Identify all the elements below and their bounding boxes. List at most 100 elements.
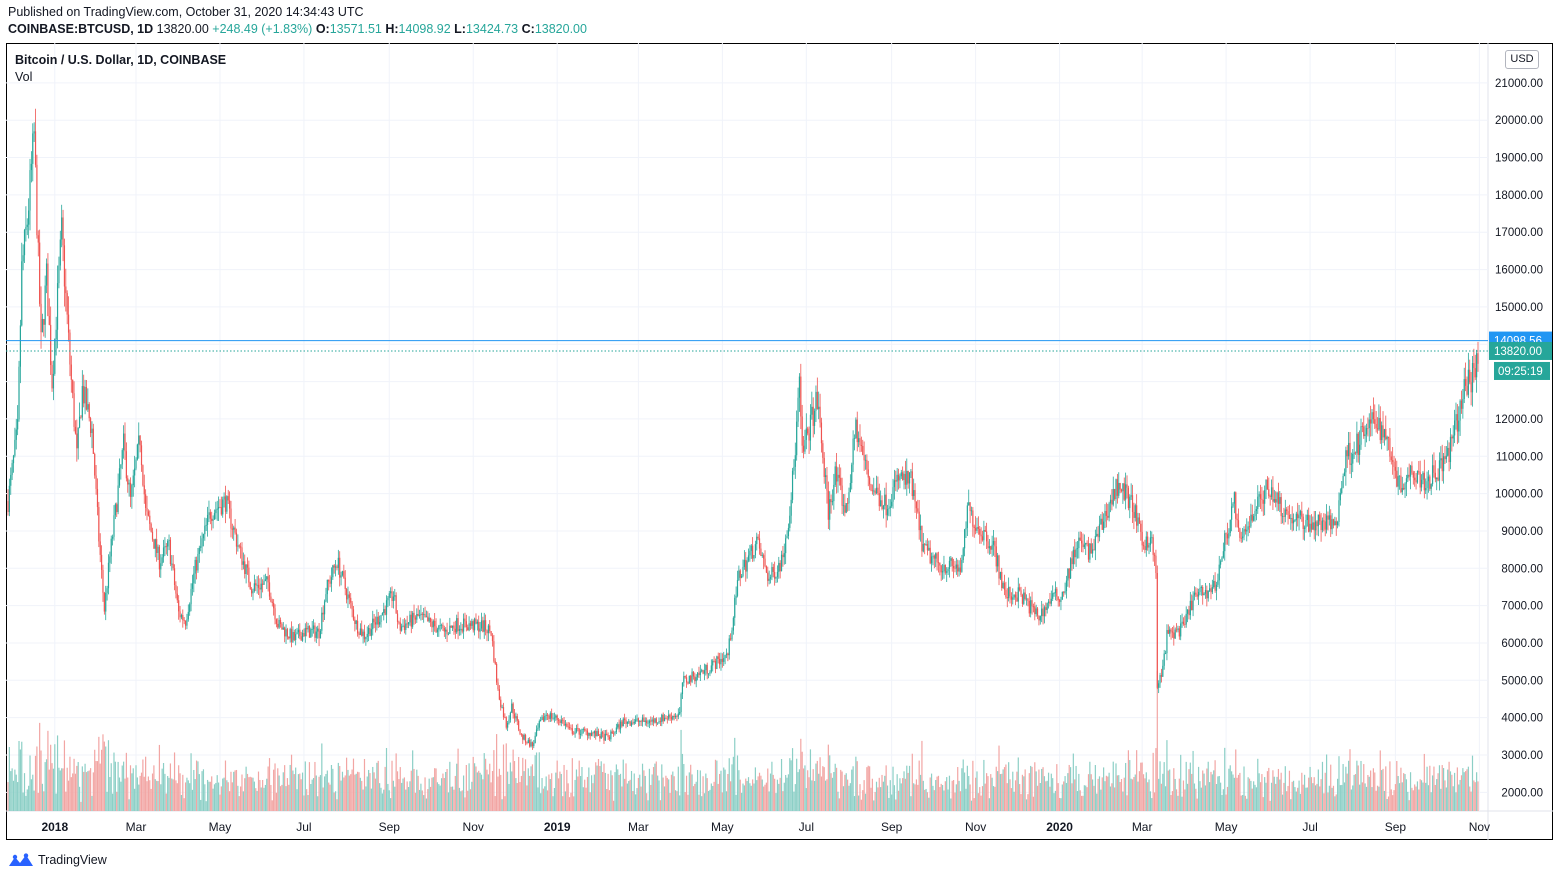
candle-body bbox=[1202, 586, 1204, 596]
candle-body bbox=[339, 557, 341, 578]
volume-bar bbox=[439, 785, 441, 811]
candle-body bbox=[509, 712, 511, 720]
volume-bar bbox=[303, 795, 305, 811]
volume-bar bbox=[749, 783, 751, 811]
candle-body bbox=[511, 703, 513, 713]
candle-body bbox=[107, 562, 110, 589]
volume-bar bbox=[1436, 779, 1438, 811]
candle-body bbox=[390, 591, 392, 594]
volume-bar bbox=[468, 763, 470, 811]
volume-bar bbox=[962, 759, 964, 811]
candle-body bbox=[1268, 489, 1270, 497]
candle-body bbox=[1353, 452, 1355, 455]
volume-bar bbox=[648, 768, 651, 811]
candle-body bbox=[994, 541, 996, 547]
volume-bar bbox=[387, 783, 389, 811]
candle-body bbox=[527, 739, 529, 744]
volume-bar bbox=[301, 772, 304, 811]
time-tick-label: Jul bbox=[296, 820, 311, 834]
price-tick-label: 21000.00 bbox=[1495, 78, 1543, 90]
candle-body bbox=[648, 720, 651, 724]
volume-bar bbox=[1100, 789, 1102, 811]
volume-bar bbox=[1420, 780, 1423, 811]
volume-bar bbox=[145, 756, 147, 811]
volume-bar bbox=[451, 786, 454, 811]
volume-bar bbox=[1268, 767, 1270, 811]
volume-bar bbox=[628, 781, 630, 811]
candle-body bbox=[431, 621, 433, 628]
candle-body bbox=[175, 584, 177, 594]
volume-bar bbox=[752, 779, 754, 811]
volume-bar bbox=[72, 773, 74, 811]
volume-bar bbox=[763, 786, 765, 811]
candle-body bbox=[1254, 510, 1256, 517]
volume-bar bbox=[881, 774, 883, 811]
volume-bar bbox=[515, 778, 517, 811]
volume-bar bbox=[1158, 778, 1160, 811]
price-badge bbox=[1489, 341, 1552, 360]
candle-body bbox=[1243, 529, 1245, 537]
candle-body bbox=[180, 615, 183, 618]
volume-bar bbox=[1442, 768, 1445, 811]
candle-body bbox=[628, 721, 630, 723]
volume-bar bbox=[1295, 791, 1297, 811]
volume-bar bbox=[1320, 779, 1322, 811]
price-axis[interactable]: 2000.003000.004000.005000.006000.007000.… bbox=[1495, 78, 1543, 799]
candle-body bbox=[216, 508, 218, 510]
candle-body bbox=[365, 637, 367, 640]
volume-bar bbox=[1120, 779, 1123, 811]
candle-body bbox=[1471, 363, 1474, 393]
candle-body bbox=[52, 373, 55, 389]
candle-body bbox=[212, 519, 214, 521]
candle-body bbox=[1094, 536, 1096, 551]
volume-bar bbox=[1032, 796, 1035, 811]
volume-bar bbox=[765, 782, 767, 811]
volume-bar bbox=[44, 762, 46, 811]
candle-body bbox=[676, 716, 678, 717]
candle-body bbox=[257, 584, 260, 588]
volume-bar bbox=[1107, 776, 1109, 811]
candle-body bbox=[823, 457, 825, 478]
low-label: L: bbox=[454, 22, 466, 36]
candle-body bbox=[588, 732, 590, 736]
candle-body bbox=[138, 435, 140, 445]
currency-button[interactable]: USD bbox=[1505, 50, 1539, 69]
volume-bar bbox=[908, 765, 911, 811]
volume-bar bbox=[52, 768, 55, 811]
volume-bar bbox=[800, 738, 802, 811]
volume-bar bbox=[100, 749, 103, 811]
candle-body bbox=[171, 563, 173, 565]
candle-body bbox=[1398, 475, 1401, 477]
candle-body bbox=[812, 406, 814, 426]
candle-body bbox=[22, 255, 24, 262]
volume-bar bbox=[767, 768, 769, 811]
volume-bar bbox=[76, 765, 78, 811]
candle-body bbox=[786, 536, 788, 539]
volume-bar bbox=[237, 785, 239, 811]
candle-body bbox=[753, 555, 755, 559]
candle-body bbox=[692, 671, 695, 677]
candle-body bbox=[376, 616, 378, 625]
volume-bar bbox=[118, 777, 121, 811]
volume-bar bbox=[1243, 766, 1245, 811]
volume-bar bbox=[1393, 790, 1395, 811]
candle-body bbox=[209, 512, 211, 519]
candle-body bbox=[947, 568, 949, 572]
volume-bar bbox=[783, 782, 785, 811]
candle-body bbox=[650, 720, 652, 722]
time-tick-label: May bbox=[209, 820, 232, 834]
candle-body bbox=[1454, 420, 1456, 436]
volume-bar bbox=[574, 779, 576, 811]
time-axis[interactable]: 2018 Mar May Jul Sep Nov 2019 Mar May Jul Sep Nov 20… bbox=[41, 820, 1490, 834]
volume-bar bbox=[498, 768, 500, 811]
volume-bar bbox=[607, 773, 609, 811]
series-legend-title: Bitcoin / U.S. Dollar, 1D, COINBASE bbox=[15, 53, 227, 67]
volume-bar bbox=[1017, 757, 1019, 811]
tradingview-brand[interactable]: TradingView bbox=[38, 853, 107, 867]
candle-body bbox=[546, 714, 549, 716]
volume-bar bbox=[875, 781, 878, 811]
candle-body bbox=[1292, 520, 1295, 524]
volume-bar bbox=[396, 771, 399, 811]
candle-body bbox=[1250, 514, 1252, 527]
